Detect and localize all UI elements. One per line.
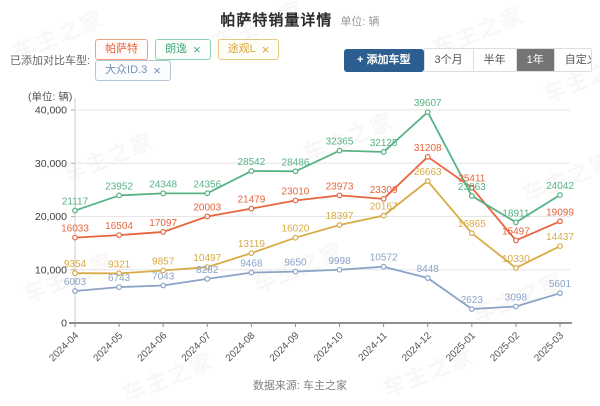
tag-label: 帕萨特 [105,43,139,55]
compare-models-label: 已添加对比车型: [10,55,91,67]
svg-text:31208: 31208 [414,143,442,154]
tag-label: 大众ID.3 [105,64,148,76]
svg-text:2623: 2623 [461,295,484,306]
header: 帕萨特销量详情 单位: 辆 [0,9,600,30]
data-source-text: 数据来源: 车主之家 [252,380,348,392]
svg-text:5601: 5601 [549,279,572,290]
svg-text:2024-05: 2024-05 [91,330,125,364]
tag-label: 途观L [227,43,256,55]
svg-text:2024-12: 2024-12 [400,330,434,364]
svg-text:10497: 10497 [193,253,221,264]
svg-text:17097: 17097 [149,218,177,229]
period-button-3-months[interactable]: 3个月 [424,48,473,72]
svg-text:2025-03: 2025-03 [532,330,566,364]
svg-text:19099: 19099 [546,207,574,218]
svg-text:24356: 24356 [193,179,221,190]
svg-text:16865: 16865 [458,219,486,230]
svg-text:8282: 8282 [196,265,219,276]
sales-line-chart: 0 10,000 20,000 30,000 40,000 2024-04 2024-05 2… [35,98,574,364]
svg-text:7043: 7043 [152,271,175,282]
compare-tags: 帕萨特 朗逸 × 途观L × 大众ID.3 × [95,39,344,81]
svg-text:23863: 23863 [458,182,486,193]
compare-tag-lavida[interactable]: 朗逸 × [155,39,211,60]
svg-text:21117: 21117 [62,197,89,208]
add-model-button[interactable]: + 添加车型 [344,48,424,72]
svg-text:9650: 9650 [284,258,307,269]
svg-text:10572: 10572 [370,253,398,264]
svg-text:2024-10: 2024-10 [312,330,346,364]
svg-text:6743: 6743 [108,273,131,284]
svg-text:20167: 20167 [370,202,398,213]
svg-text:28542: 28542 [237,157,265,168]
period-button-half-year[interactable]: 半年 [472,48,516,72]
svg-text:9998: 9998 [328,256,351,267]
svg-text:24042: 24042 [546,181,574,192]
svg-text:32365: 32365 [326,137,354,148]
close-icon[interactable]: × [193,42,201,57]
svg-text:26663: 26663 [414,167,442,178]
data-source-footer: 数据来源: 车主之家 [0,377,600,393]
svg-text:18911: 18911 [502,208,530,219]
compare-tag-passat[interactable]: 帕萨特 [95,39,149,60]
svg-text:28486: 28486 [282,157,310,168]
svg-text:20003: 20003 [193,202,221,213]
svg-text:23309: 23309 [370,185,398,196]
svg-text:23973: 23973 [326,181,354,192]
svg-text:2025-01: 2025-01 [444,330,478,364]
svg-text:20,000: 20,000 [35,211,67,223]
svg-text:9354: 9354 [64,259,87,270]
svg-text:2024-06: 2024-06 [136,330,170,364]
svg-text:24348: 24348 [149,179,177,190]
svg-text:21479: 21479 [237,195,265,206]
svg-text:40,000: 40,000 [35,105,67,117]
svg-text:9468: 9468 [240,259,263,270]
svg-text:2024-08: 2024-08 [224,330,258,364]
compare-tag-tiguan-l[interactable]: 途观L × [217,39,280,60]
svg-text:3098: 3098 [505,293,528,304]
close-icon[interactable]: × [261,42,270,57]
svg-text:2024-09: 2024-09 [268,330,302,364]
svg-text:8448: 8448 [417,264,440,275]
page-title: 帕萨特销量详情 [220,12,333,29]
svg-text:2024-07: 2024-07 [180,330,214,364]
svg-text:16504: 16504 [105,221,133,232]
period-selector: 3个月半年1年自定义 [423,47,592,73]
svg-text:6003: 6003 [64,277,87,288]
svg-text:14437: 14437 [546,232,574,243]
title-unit-label: 单位: 辆 [340,16,380,28]
svg-text:32125: 32125 [370,138,398,149]
compare-tag-vw-id3[interactable]: 大众ID.3 × [95,60,171,81]
period-button-1-year[interactable]: 1年 [515,48,554,72]
period-button-custom[interactable]: 自定义 [553,48,591,72]
svg-text:23952: 23952 [105,181,133,192]
svg-text:2024-04: 2024-04 [47,330,81,364]
tag-label: 朗逸 [165,43,188,55]
svg-text:16033: 16033 [61,224,89,235]
svg-text:13119: 13119 [238,239,266,250]
svg-text:39607: 39607 [414,98,442,109]
svg-text:2024-11: 2024-11 [357,330,391,364]
svg-text:15497: 15497 [502,226,530,237]
svg-text:18397: 18397 [326,211,354,222]
svg-text:23010: 23010 [282,186,310,197]
svg-text:16020: 16020 [282,224,310,235]
svg-text:30,000: 30,000 [35,158,67,170]
svg-text:2025-02: 2025-02 [488,330,522,364]
toolbar: 已添加对比车型: 帕萨特 朗逸 × 途观L × 大众ID.3 × + 添加车型 3个月 半年 1… [10,39,592,81]
svg-text:9857: 9857 [152,257,175,268]
svg-text:25411: 25411 [458,174,486,185]
svg-text:0: 0 [61,318,67,330]
svg-text:9321: 9321 [108,259,131,270]
close-icon[interactable]: × [153,63,161,78]
axis-unit-label: (单位: 辆) [28,91,73,103]
svg-text:10,000: 10,000 [35,264,67,276]
svg-text:10330: 10330 [502,254,530,265]
